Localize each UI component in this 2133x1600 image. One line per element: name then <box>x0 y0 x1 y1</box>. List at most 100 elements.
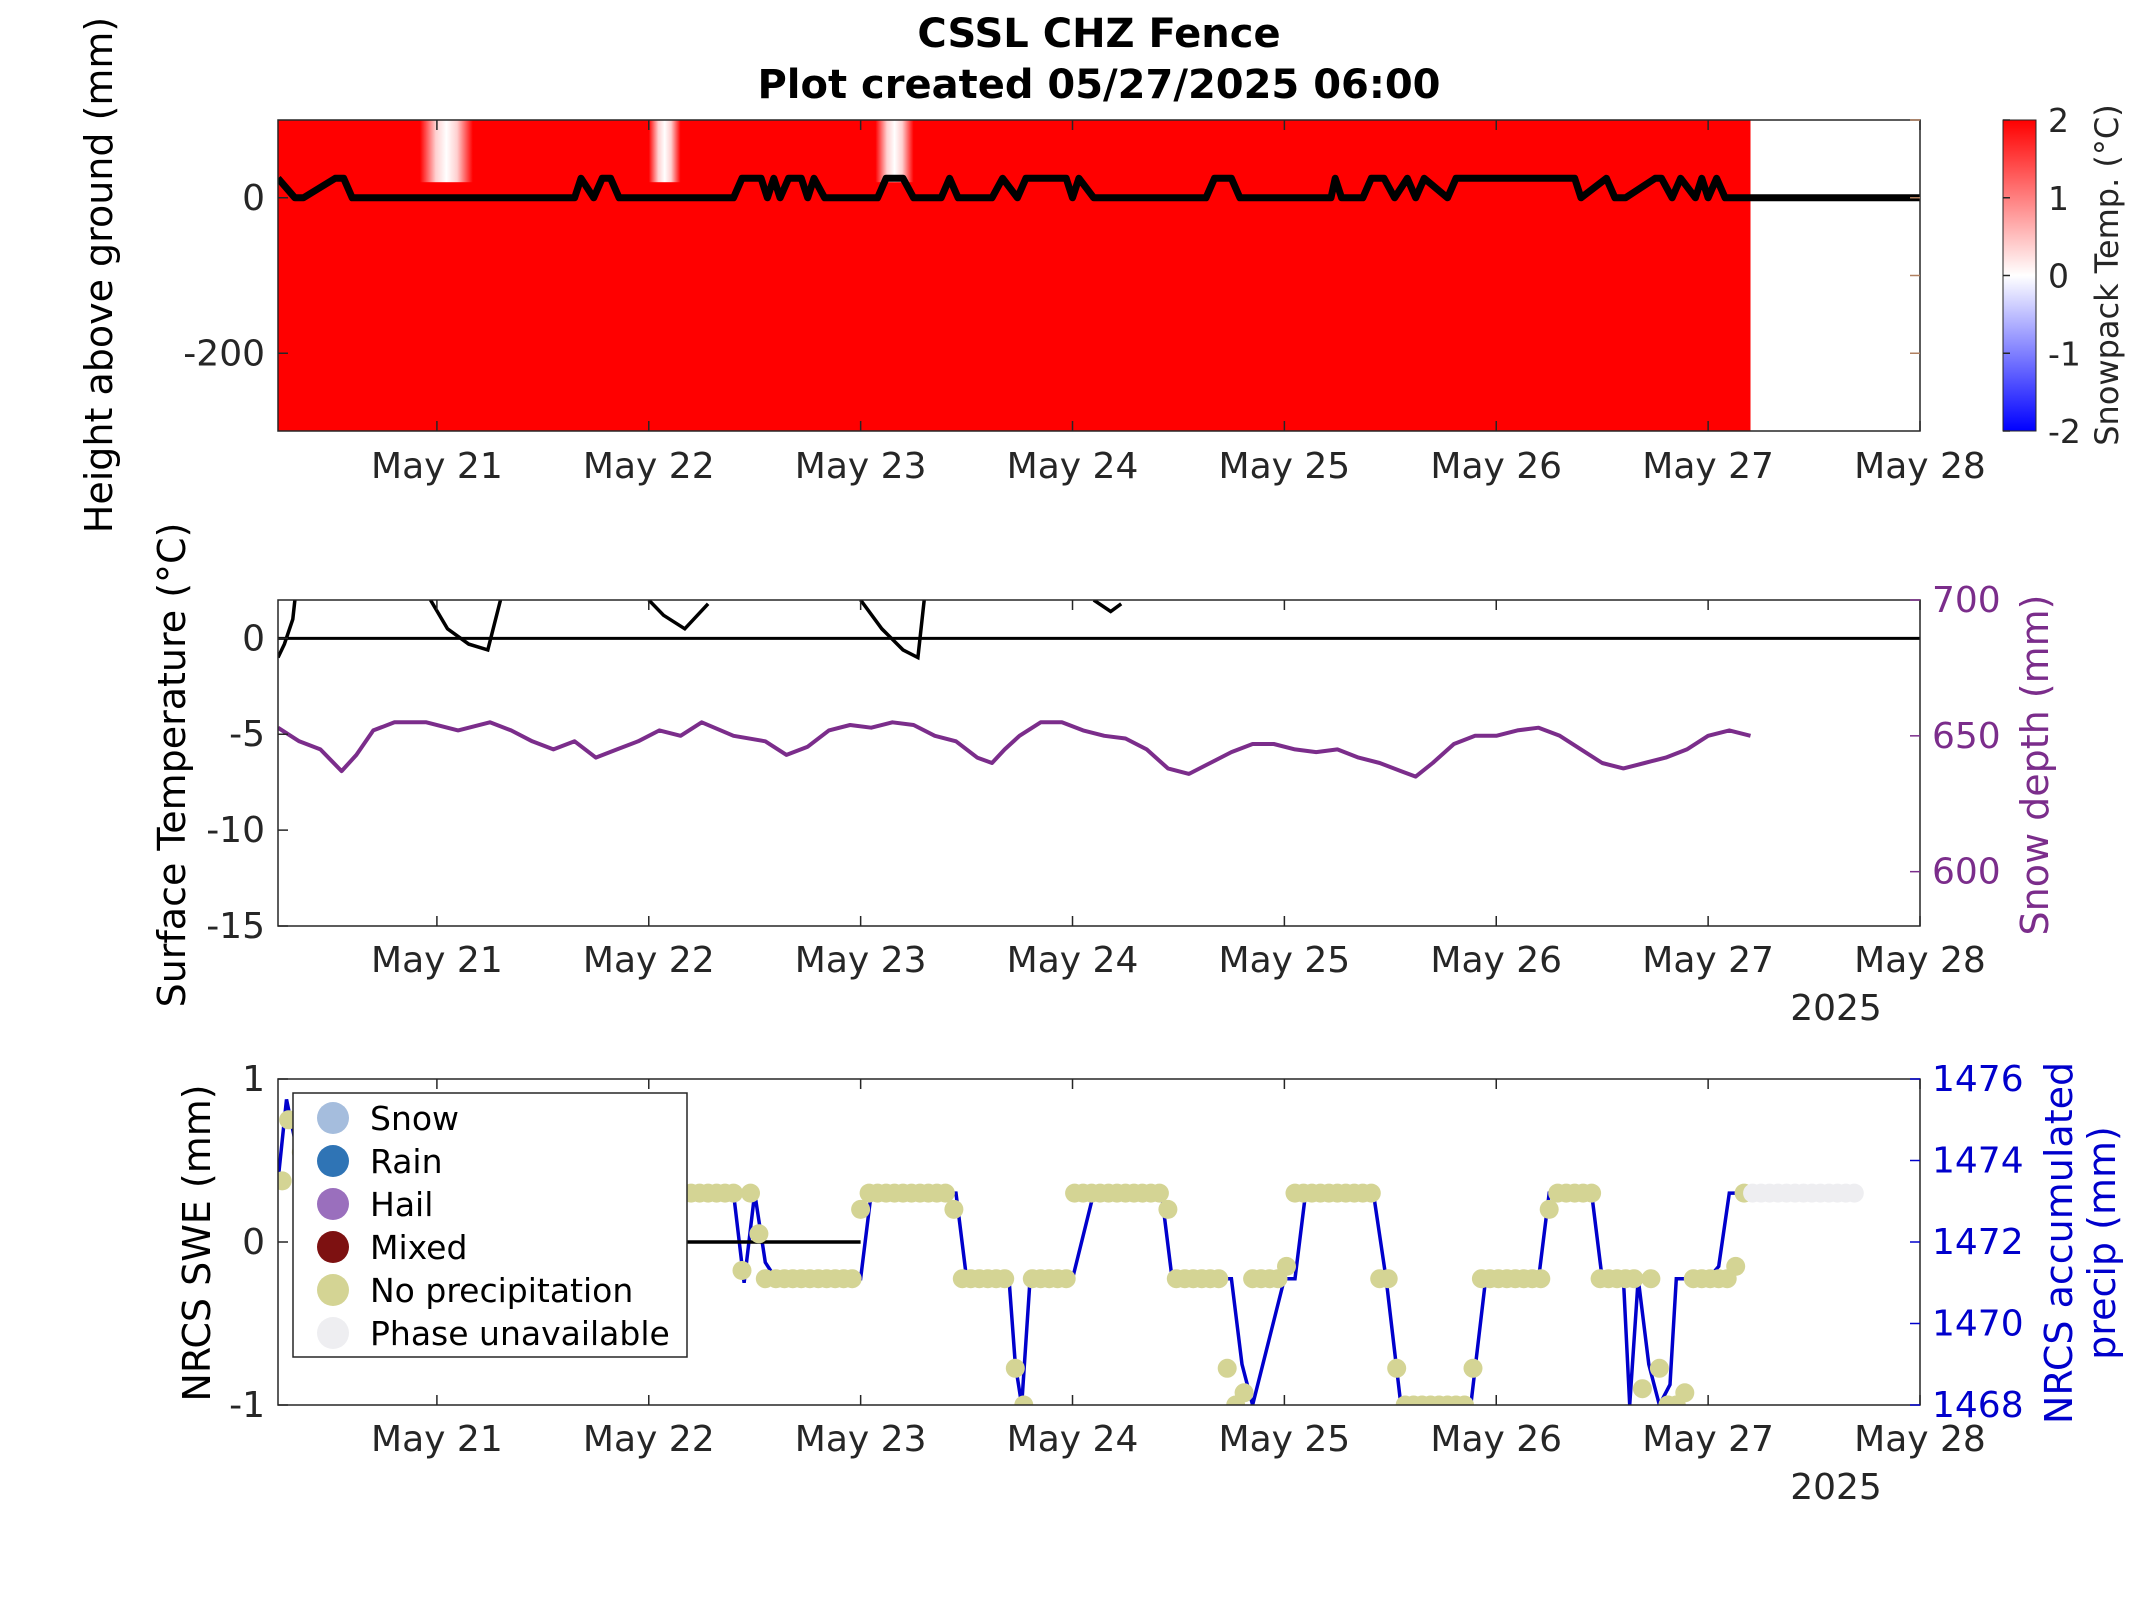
colorbar-tick-label: 1 <box>2048 179 2069 218</box>
no-precip-point <box>741 1183 760 1203</box>
no-precip-point <box>1209 1269 1229 1289</box>
legend-label-phase-unavailable: Phase unavailable <box>370 1314 670 1353</box>
surface-xtick-label: May 23 <box>795 940 927 981</box>
surface-temp-line <box>278 600 297 659</box>
no-precip-point <box>1005 1358 1025 1378</box>
heatmap-xtick-label: May 26 <box>1430 446 1562 487</box>
swe-precip-panel: May 21 May 22 May 23 May 24 May 25 May 26 May … <box>175 1059 2124 1508</box>
swe-xtick-label: May 23 <box>795 1419 927 1460</box>
colorbar-tick-label: 0 <box>2048 257 2069 296</box>
legend-marker-mixed <box>317 1231 349 1263</box>
legend-label-rain: Rain <box>370 1142 443 1181</box>
surface-ytick-label: -15 <box>206 906 265 947</box>
heatmap-ylabel: Height above ground (mm) <box>77 17 121 534</box>
surface-ytick-label: -10 <box>206 810 265 851</box>
no-precip-point <box>1675 1383 1695 1403</box>
snow-surface-line <box>278 174 1920 202</box>
surface-ylabel: Surface Temperature (°C) <box>150 523 194 1008</box>
precip-y2tick-label: 1474 <box>1932 1141 2024 1182</box>
heatmap-xtick-label: May 24 <box>1007 446 1139 487</box>
heatmap-warm-gap <box>648 120 681 183</box>
no-precip-point <box>842 1269 862 1289</box>
snow-depth-y2tick-label: 600 <box>1932 852 2001 893</box>
no-precip-point <box>1158 1199 1178 1219</box>
swe-ytick-label: 0 <box>242 1222 265 1263</box>
legend-box <box>292 1092 688 1358</box>
legend-marker-snow <box>317 1102 349 1134</box>
precip-y2tick-label: 1472 <box>1932 1222 2024 1263</box>
swe-year-label: 2025 <box>1790 1467 1882 1508</box>
figure-subtitle: Plot created 05/27/2025 06:00 <box>757 62 1440 108</box>
no-precip-point <box>1463 1358 1483 1378</box>
no-precip-point <box>1539 1199 1559 1219</box>
swe-xtick-label: May 21 <box>371 1419 503 1460</box>
legend-label-no-precip: No precipitation <box>370 1271 633 1310</box>
swe-xtick-label: May 25 <box>1219 1419 1351 1460</box>
legend-marker-phase-unavailable <box>317 1317 349 1349</box>
legend-label-snow: Snow <box>370 1099 459 1138</box>
surface-xtick-label: May 25 <box>1219 940 1351 981</box>
surface-xtick-label: May 24 <box>1007 940 1139 981</box>
heatmap-xtick-label: May 25 <box>1219 446 1351 487</box>
no-precip-point <box>1056 1269 1076 1289</box>
no-precip-point <box>1378 1269 1398 1289</box>
no-precip-point <box>1455 1395 1474 1405</box>
surface-temp-line <box>647 600 710 632</box>
heatmap-xtick-label: May 27 <box>1642 446 1774 487</box>
surface-axes-box <box>277 599 1921 927</box>
legend-label-mixed: Mixed <box>370 1228 467 1267</box>
swe-xtick-label: May 26 <box>1430 1419 1562 1460</box>
heatmap-xtick-label: May 23 <box>795 446 927 487</box>
surface-temp-panel: May 21 May 22 May 23 May 24 May 25 May 26 May … <box>150 523 2057 1029</box>
snow-depth-y2tick-label: 700 <box>1932 580 2001 621</box>
surface-xtick-label: May 27 <box>1642 940 1774 981</box>
no-precip-point <box>1014 1395 1034 1405</box>
no-precip-point <box>1624 1269 1644 1289</box>
precip-y2tick-label: 1476 <box>1932 1059 2024 1100</box>
no-precip-point <box>1234 1383 1254 1403</box>
colorbar-tick-label: -2 <box>2048 412 2081 451</box>
heatmap-fill <box>278 120 1751 431</box>
heatmap-xtick-label: May 21 <box>371 446 503 487</box>
no-precip-point <box>1649 1358 1669 1378</box>
legend-marker-hail <box>317 1188 349 1220</box>
surface-xtick-label: May 28 <box>1854 940 1986 981</box>
heatmap-ytick-label: 0 <box>242 178 265 219</box>
surface-temp-line <box>1092 600 1123 614</box>
no-precip-point <box>1531 1269 1551 1289</box>
no-precip-point <box>851 1199 871 1219</box>
no-precip-point <box>724 1183 743 1203</box>
surface-year-label: 2025 <box>1790 988 1882 1029</box>
surface-ytick-label: -5 <box>229 714 265 755</box>
colorbar-tick-label: -1 <box>2048 334 2081 373</box>
precip-line <box>278 1099 1745 1405</box>
heatmap-warm-gap <box>419 120 473 183</box>
surface-ytick-label: 0 <box>242 618 265 659</box>
no-precip-point <box>732 1261 752 1280</box>
legend-marker-no-precip <box>317 1274 349 1306</box>
colorbar: 2 1 0 -1 -2 Snowpack Temp. (°C) <box>2002 101 2126 451</box>
no-precip-point <box>944 1199 964 1219</box>
legend-marker-rain <box>317 1145 349 1177</box>
legend-label-hail: Hail <box>370 1185 433 1224</box>
no-precip-point <box>1149 1183 1169 1203</box>
swe-xtick-label: May 24 <box>1007 1419 1139 1460</box>
swe-xtick-label: May 27 <box>1642 1419 1774 1460</box>
no-precip-point <box>1726 1256 1746 1276</box>
surface-temp-line <box>859 600 926 661</box>
no-precip-point <box>995 1269 1015 1289</box>
no-precip-point <box>1641 1269 1661 1289</box>
no-precip-point <box>1277 1256 1296 1276</box>
figure-title: CSSL CHZ Fence <box>917 11 1280 57</box>
legend: Snow Rain Hail Mixed No precipitation Ph… <box>292 1092 688 1358</box>
precip-ylabel-line2: precip (mm) <box>2080 1126 2124 1360</box>
surface-xtick-label: May 22 <box>583 940 715 981</box>
no-precip-point <box>278 1171 292 1191</box>
no-precip-point <box>935 1183 955 1203</box>
no-precip-point <box>1387 1358 1407 1378</box>
swe-xtick-label: May 28 <box>1854 1419 1986 1460</box>
no-precip-point <box>1217 1358 1237 1378</box>
snow-depth-y2tick-label: 650 <box>1932 716 2001 757</box>
no-precip-point <box>1632 1379 1652 1399</box>
